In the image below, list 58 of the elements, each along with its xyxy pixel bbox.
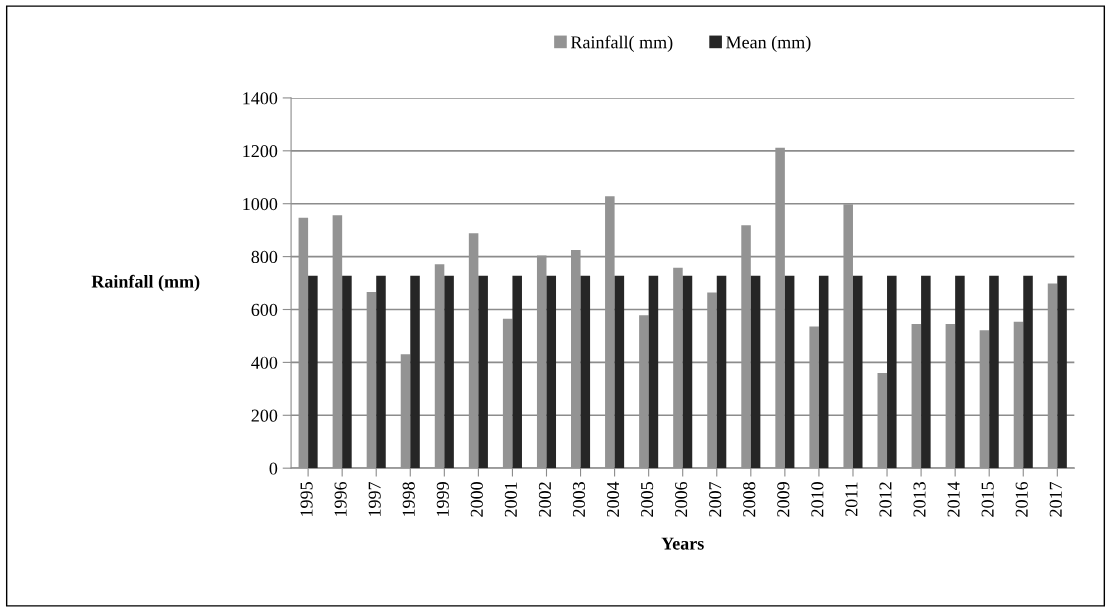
x-tick-label: 2002 <box>538 482 552 517</box>
y-axis-title: Rainfall (mm) <box>91 274 200 292</box>
bar <box>716 275 727 469</box>
bar <box>478 275 488 469</box>
x-tick-label: 2012 <box>879 482 892 517</box>
y-tick-label: 1400 <box>243 92 278 105</box>
x-tick-label: 2003 <box>572 482 586 517</box>
bar <box>852 275 863 469</box>
x-tick-label: 2008 <box>743 482 756 517</box>
bar <box>614 275 625 469</box>
bar <box>921 275 931 469</box>
legend-label: Rainfall( mm) <box>570 35 673 53</box>
x-tick-label: 2011 <box>845 482 858 517</box>
bar <box>887 275 897 469</box>
x-tick-label: 2000 <box>470 482 483 517</box>
bar <box>750 275 761 469</box>
x-tick-label: 1999 <box>436 482 449 516</box>
x-tick-label: 2009 <box>777 482 790 517</box>
x-tick-label: 1998 <box>402 482 415 516</box>
bar <box>818 275 829 469</box>
y-tick-label: 1200 <box>243 145 278 158</box>
bar <box>1023 275 1033 469</box>
x-tick-label: 2001 <box>504 482 517 517</box>
bar <box>580 275 591 469</box>
bar <box>512 275 522 469</box>
x-tick-label: 2017 <box>1049 481 1062 517</box>
bar <box>308 275 318 469</box>
bar <box>1057 275 1067 469</box>
x-tick-label: 2010 <box>811 482 824 517</box>
x-tick-label: 2005 <box>640 482 654 517</box>
y-tick-label: 600 <box>251 303 278 316</box>
x-tick-label: 2014 <box>947 481 960 517</box>
bar <box>648 275 659 469</box>
bar <box>444 275 454 469</box>
x-tick-label: 2013 <box>913 482 926 517</box>
y-tick-label: 400 <box>251 356 278 369</box>
x-tick-label: 2015 <box>981 482 994 517</box>
x-tick-label: 2004 <box>606 481 620 517</box>
bar <box>342 275 352 469</box>
bar <box>682 275 693 469</box>
bar <box>376 275 386 469</box>
y-tick-label: 1000 <box>243 197 278 211</box>
x-tick-label: 1996 <box>334 481 347 516</box>
bar <box>410 275 420 469</box>
x-tick-label: 1995 <box>300 482 313 516</box>
y-tick-label: 200 <box>251 409 278 422</box>
y-tick-label: 0 <box>269 462 278 475</box>
bar <box>955 275 965 469</box>
x-tick-label: 2016 <box>1015 481 1028 517</box>
bar <box>546 275 557 469</box>
bar <box>989 275 999 469</box>
x-axis-title: Years <box>661 537 704 550</box>
y-tick-label: 800 <box>251 250 278 264</box>
x-tick-label: 2006 <box>675 481 688 517</box>
x-tick-label: 2007 <box>709 481 722 517</box>
legend-label: Mean (mm) <box>726 35 811 53</box>
bar <box>784 275 795 469</box>
x-tick-label: 1997 <box>368 481 381 516</box>
